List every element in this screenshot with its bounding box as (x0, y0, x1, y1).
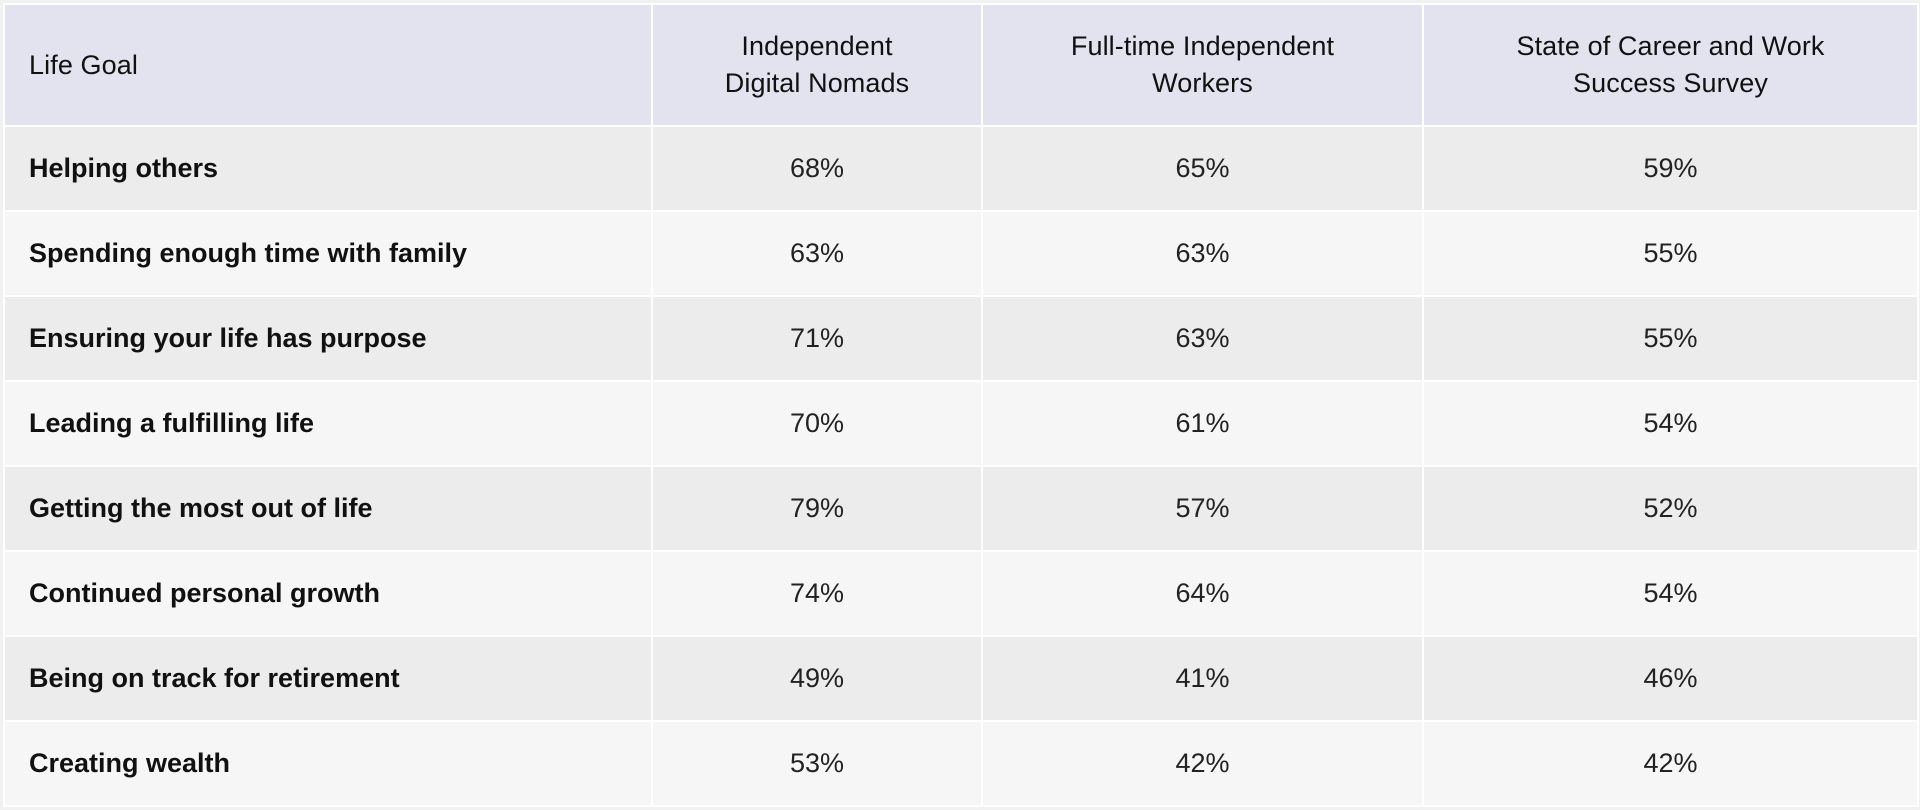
header-line: Full-time Independent (1070, 31, 1335, 61)
life-goal-cell: Leading a fulfilling life (3, 380, 653, 467)
survey-value: 42% (1422, 720, 1919, 807)
life-goal-cell: Continued personal growth (3, 550, 653, 637)
digital-nomads-value: 74% (651, 550, 983, 637)
header-life-goal: Life Goal (3, 3, 653, 127)
survey-value: 55% (1422, 210, 1919, 297)
digital-nomads-value: 53% (651, 720, 983, 807)
life-goals-table-container: Life Goal Independent Digital Nomads Ful… (3, 3, 1919, 807)
header-line: Independent (741, 31, 893, 61)
digital-nomads-value: 68% (651, 125, 983, 212)
digital-nomads-value: 49% (651, 635, 983, 722)
full-time-workers-value: 42% (981, 720, 1424, 807)
header-independent-digital-nomads: Independent Digital Nomads (651, 3, 983, 127)
survey-value: 54% (1422, 380, 1919, 467)
header-line: State of Career and Work (1516, 31, 1825, 61)
digital-nomads-value: 63% (651, 210, 983, 297)
header-line: Success Survey (1573, 68, 1768, 98)
full-time-workers-value: 41% (981, 635, 1424, 722)
full-time-workers-value: 64% (981, 550, 1424, 637)
digital-nomads-value: 71% (651, 295, 983, 382)
survey-value: 54% (1422, 550, 1919, 637)
full-time-workers-value: 63% (981, 295, 1424, 382)
table-row: Helping others 68% 65% 59% (3, 125, 1919, 212)
header-line: Workers (1152, 68, 1253, 98)
life-goal-cell: Ensuring your life has purpose (3, 295, 653, 382)
table-row: Getting the most out of life 79% 57% 52% (3, 465, 1919, 552)
table-row: Being on track for retirement 49% 41% 46… (3, 635, 1919, 722)
life-goal-cell: Getting the most out of life (3, 465, 653, 552)
table-row: Ensuring your life has purpose 71% 63% 5… (3, 295, 1919, 382)
survey-value: 46% (1422, 635, 1919, 722)
full-time-workers-value: 61% (981, 380, 1424, 467)
header-row: Life Goal Independent Digital Nomads Ful… (3, 3, 1919, 127)
table-row: Continued personal growth 74% 64% 54% (3, 550, 1919, 637)
header-line: Digital Nomads (724, 68, 910, 98)
header-full-time-independent-workers: Full-time Independent Workers (981, 3, 1424, 127)
table-row: Leading a fulfilling life 70% 61% 54% (3, 380, 1919, 467)
survey-value: 59% (1422, 125, 1919, 212)
life-goal-cell: Creating wealth (3, 720, 653, 807)
full-time-workers-value: 65% (981, 125, 1424, 212)
survey-value: 52% (1422, 465, 1919, 552)
full-time-workers-value: 63% (981, 210, 1424, 297)
digital-nomads-value: 70% (651, 380, 983, 467)
survey-value: 55% (1422, 295, 1919, 382)
header-state-of-career-survey: State of Career and Work Success Survey (1422, 3, 1919, 127)
life-goals-table: Life Goal Independent Digital Nomads Ful… (3, 3, 1919, 807)
digital-nomads-value: 79% (651, 465, 983, 552)
life-goal-cell: Being on track for retirement (3, 635, 653, 722)
full-time-workers-value: 57% (981, 465, 1424, 552)
table-row: Spending enough time with family 63% 63%… (3, 210, 1919, 297)
life-goal-cell: Spending enough time with family (3, 210, 653, 297)
life-goal-cell: Helping others (3, 125, 653, 212)
table-row: Creating wealth 53% 42% 42% (3, 720, 1919, 807)
